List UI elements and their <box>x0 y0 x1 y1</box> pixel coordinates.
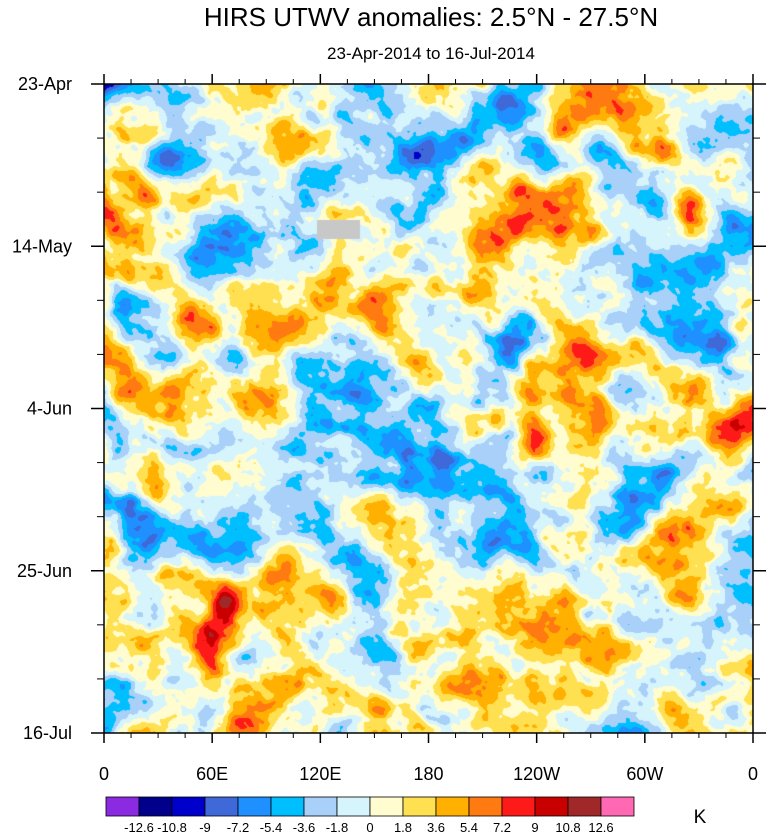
anomaly-field <box>104 84 753 733</box>
colorbar-box <box>369 796 404 817</box>
y-tick-label: 14-May <box>12 236 72 256</box>
y-tick-label: 23-Apr <box>18 74 72 94</box>
plot-area <box>103 83 754 734</box>
x-tick-label: 180 <box>413 764 443 784</box>
colorbar-box <box>567 796 602 817</box>
colorbar-box <box>534 796 569 817</box>
colorbar-labels: -12.6 -10.8 -9 -7.2 -5.4 -3.6 -1.8 0 1.8 3.6 5.4 7.… <box>124 820 613 834</box>
x-tick-label: 0 <box>748 764 758 784</box>
y-axis: 23-Apr 14-May 4-Jun 25-Jun 16-Jul <box>12 74 766 743</box>
colorbar-box <box>336 796 371 817</box>
x-tick-label: 0 <box>99 764 109 784</box>
colorbar-units: K <box>694 807 707 828</box>
x-tick-label: 60W <box>626 764 663 784</box>
colorbar-box <box>171 796 206 817</box>
x-axis: 0 60E 120E 180 120W 60W 0 <box>99 74 758 784</box>
chart-title: HIRS UTWV anomalies: 2.5°N - 27.5°N <box>204 2 658 32</box>
y-tick-label: 25-Jun <box>17 561 72 581</box>
colorbar-box <box>303 796 338 817</box>
colorbar-box <box>270 796 305 817</box>
colorbar: -12.6 -10.8 -9 -7.2 -5.4 -3.6 -1.8 0 1.8 3.6 5.4 7.… <box>105 796 707 834</box>
chart-subtitle: 23-Apr-2014 to 16-Jul-2014 <box>327 44 535 63</box>
colorbar-tick-label: -9 <box>199 820 211 834</box>
colorbar-box <box>501 796 536 817</box>
colorbar-tick-label: 1.8 <box>394 820 412 834</box>
colorbar-boxes <box>105 796 635 817</box>
x-tick-label: 120W <box>513 764 560 784</box>
x-tick-label: 120E <box>299 764 341 784</box>
colorbar-tick-label: -10.8 <box>157 820 187 834</box>
colorbar-box <box>204 796 239 817</box>
colorbar-box <box>105 796 140 817</box>
colorbar-box <box>435 796 470 817</box>
x-tick-label: 60E <box>196 764 228 784</box>
colorbar-tick-label: 7.2 <box>493 820 511 834</box>
colorbar-tick-label: 10.8 <box>555 820 580 834</box>
colorbar-box <box>402 796 437 817</box>
colorbar-tick-label: -1.8 <box>326 820 348 834</box>
colorbar-tick-label: 12.6 <box>588 820 613 834</box>
colorbar-box <box>138 796 173 817</box>
y-tick-label: 4-Jun <box>27 399 72 419</box>
y-tick-label: 16-Jul <box>23 723 72 743</box>
colorbar-box <box>237 796 272 817</box>
colorbar-tick-label: -5.4 <box>260 820 282 834</box>
colorbar-tick-label: 3.6 <box>427 820 445 834</box>
colorbar-tick-label: -12.6 <box>124 820 154 834</box>
colorbar-tick-label: 5.4 <box>460 820 478 834</box>
colorbar-tick-label: -3.6 <box>293 820 315 834</box>
colorbar-tick-label: 9 <box>531 820 538 834</box>
colorbar-tick-label: -7.2 <box>227 820 249 834</box>
colorbar-box <box>600 796 635 817</box>
colorbar-tick-label: 0 <box>366 820 373 834</box>
colorbar-box <box>468 796 503 817</box>
